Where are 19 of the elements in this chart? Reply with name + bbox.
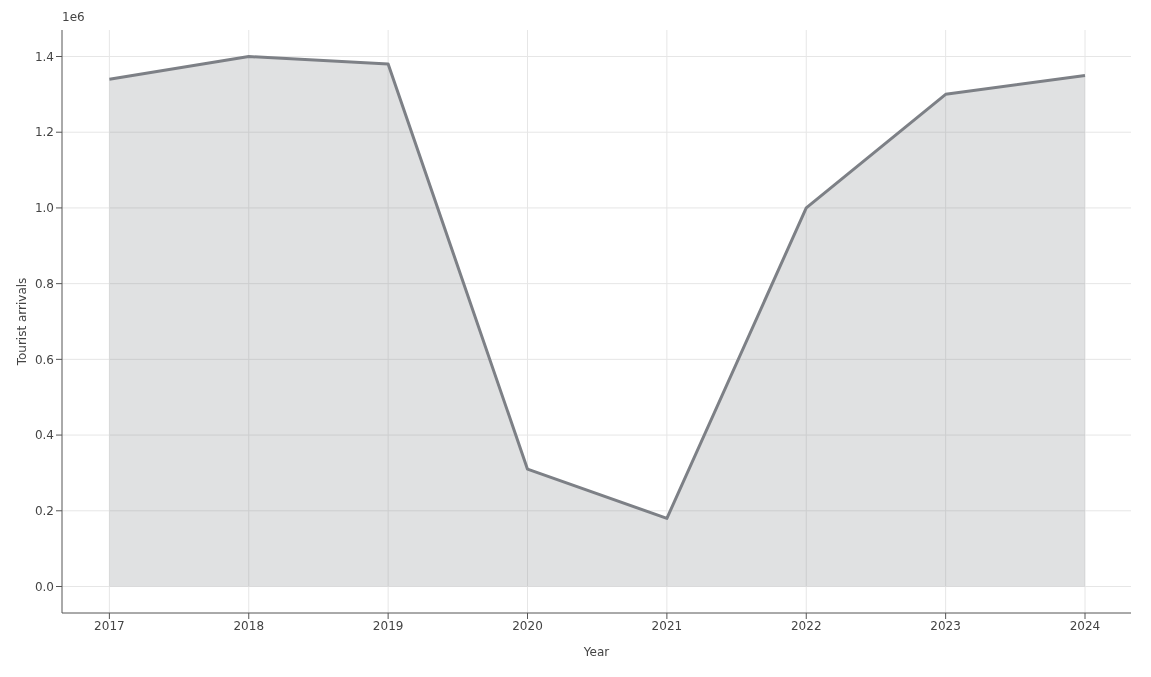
x-tick-label: 2021 <box>651 618 683 633</box>
text: 1e6 <box>62 10 85 24</box>
y-tick-label: 1.2 <box>34 125 54 140</box>
x-tick-label: 2020 <box>512 618 543 633</box>
x-tick-label: 2024 <box>1069 618 1101 633</box>
y-tick-label: 0.8 <box>34 276 54 291</box>
x-axis-title: Year <box>582 645 610 659</box>
x-tick-label: 2022 <box>790 618 822 633</box>
y-tick-label: 0.2 <box>34 504 54 519</box>
x-tick-label: 2018 <box>233 618 265 633</box>
y-tick-label: 0.0 <box>34 579 54 594</box>
x-tick-label: 2019 <box>372 618 404 633</box>
y-tick-label: 0.6 <box>34 352 54 367</box>
y-axis-title: Tourist arrivals <box>15 277 30 367</box>
x-tick-label: 2017 <box>94 618 125 633</box>
y-tick-label: 1.4 <box>34 49 54 64</box>
y-tick-label: 1.0 <box>34 201 54 216</box>
x-tick-label: 2023 <box>930 618 961 633</box>
y-tick-label: 0.4 <box>34 428 54 443</box>
